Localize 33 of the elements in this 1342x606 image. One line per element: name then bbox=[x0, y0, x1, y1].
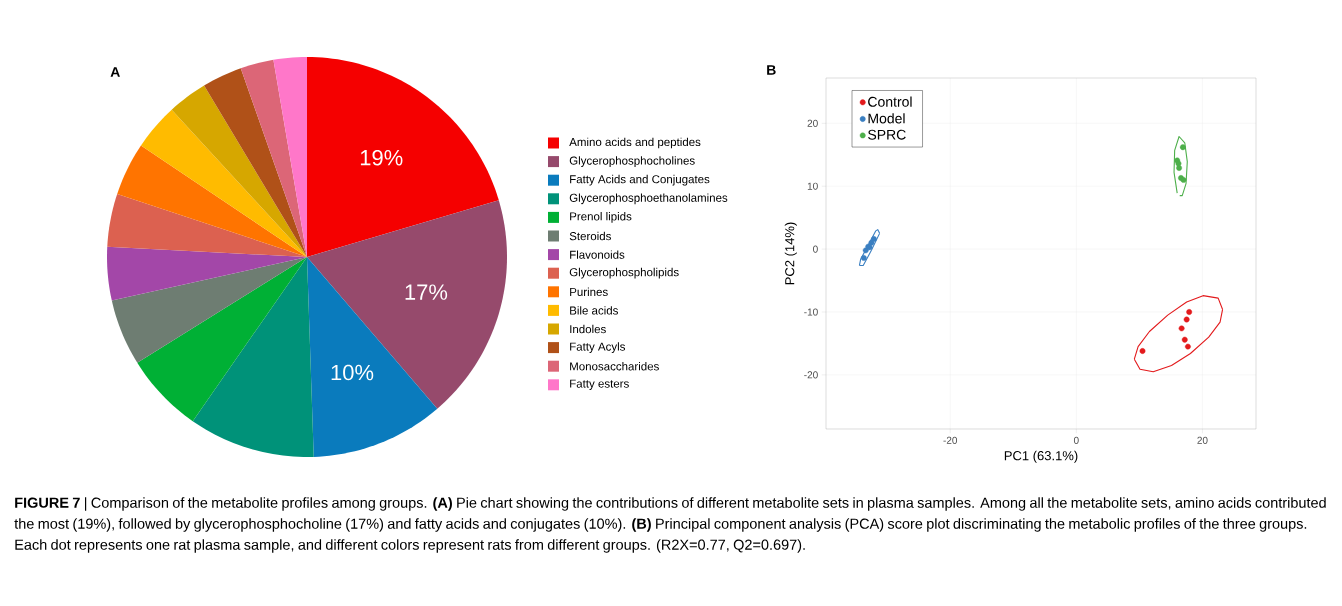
data-label: 10% bbox=[331, 364, 374, 381]
legend-label: Model bbox=[868, 113, 905, 124]
legend-label: Amino acids and peptides bbox=[569, 137, 701, 149]
legend-label: Purines bbox=[570, 287, 608, 297]
x-tick-label: -20 bbox=[943, 436, 958, 444]
legend-label: Monosaccharides bbox=[570, 361, 659, 371]
x-tick-label: 0 bbox=[1073, 436, 1079, 444]
legend-label: Flavonoids bbox=[570, 250, 625, 259]
y-tick-label: -10 bbox=[804, 308, 818, 316]
legend-label: Glycerophospholipids bbox=[569, 267, 679, 279]
legend-label: Steroids bbox=[569, 231, 611, 241]
legend-label: Indoles bbox=[570, 324, 606, 334]
legend-label: Fatty Acyls bbox=[570, 342, 626, 353]
legend-label: Glycerophosphoethanolamines bbox=[569, 193, 728, 205]
text: FIGURE 7 | Comparison of the metabolite profiles among groups. (A) Pie chart showing the contributions of different metabolite sets in plasma samples. Among all the metabolite sets, amino acids contributed the most (19%), followed by glycerophosphocholine (17%) and fatty acids and conjugates (10%). (B) Principal component analysis (PCA) score plot discriminating the metabolic profiles of the three groups. Each dot represents one rat plasma sample, and different colors represent rats from different groups. (R2X=0.77, Q2=0.697). bbox=[14, 497, 1326, 553]
legend-label: SPRC bbox=[868, 129, 906, 140]
legend-label: Glycerophosphocholines bbox=[569, 156, 695, 167]
legend-label: Control bbox=[868, 96, 912, 107]
y-tick-label: 10 bbox=[807, 182, 818, 190]
legend-label: Bile acids bbox=[570, 306, 618, 315]
legend-label: Fatty Acids and Conjugates bbox=[570, 174, 710, 186]
y-axis-title: PC2 (14%) bbox=[784, 222, 797, 285]
data-label: 19% bbox=[360, 149, 403, 166]
x-tick-label: 20 bbox=[1197, 436, 1208, 444]
text: A bbox=[110, 67, 120, 77]
y-tick-label: 0 bbox=[813, 245, 818, 253]
text: B bbox=[767, 65, 776, 75]
y-tick-label: 20 bbox=[807, 119, 818, 127]
data-label: 17% bbox=[405, 284, 448, 300]
legend-label: Prenol lipids bbox=[570, 212, 632, 223]
y-tick-label: -20 bbox=[804, 371, 818, 379]
legend-label: Fatty esters bbox=[570, 379, 629, 390]
x-axis-title: PC1 (63.1%) bbox=[1004, 450, 1078, 463]
